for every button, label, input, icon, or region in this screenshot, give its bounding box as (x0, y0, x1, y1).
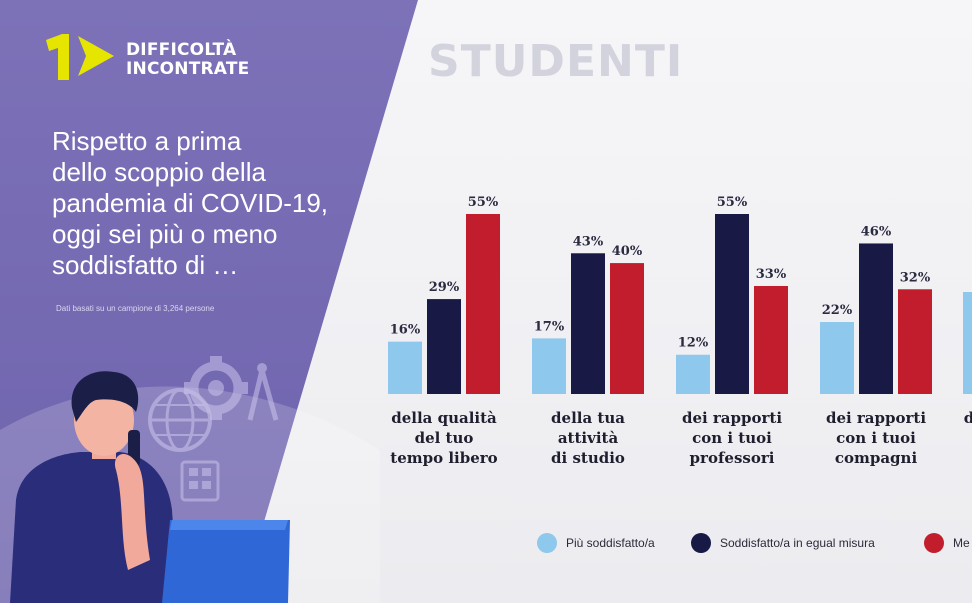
value-label-g1-s0: 17% (534, 319, 565, 334)
bar-g3-s0 (820, 322, 854, 394)
question-line-2: dello scoppio della (52, 157, 266, 187)
category-label-1-line-2: di studio (551, 449, 625, 467)
bar-g3-s2 (898, 289, 932, 394)
value-label-g1-s1: 43% (573, 234, 604, 249)
bar-g1-s1 (571, 253, 605, 394)
brand-line-2: INCONTRATE (126, 59, 250, 79)
legend-label-egual: Soddisfatto/a in egual misura (720, 536, 875, 550)
value-label-g2-s1: 55% (717, 195, 748, 210)
legend-swatch-navy (691, 533, 711, 553)
section-title: STUDENTI (428, 36, 684, 87)
sample-note: Dati basati su un campione di 3,264 pers… (56, 304, 215, 313)
legend-item-piu: Più soddisfatto/a (537, 533, 655, 553)
compass-icon (247, 363, 279, 421)
category-label-0-line-0: della qualità (391, 409, 497, 427)
legend-swatch-light-blue (537, 533, 557, 553)
category-label-3-line-1: con i tuoi (836, 429, 916, 447)
category-label-2-line-1: con i tuoi (692, 429, 772, 447)
legend-label-meno: Me (953, 536, 970, 550)
bar-g4-s0 (963, 292, 972, 394)
bar-g0-s0 (388, 341, 422, 394)
person-icon (10, 371, 290, 603)
category-label-3-line-0: dei rapporti (825, 409, 927, 427)
category-label-4-line-0: d (963, 409, 972, 427)
logo-icon (46, 34, 114, 80)
bar-g0-s2 (466, 214, 500, 394)
legend-label-piu: Più soddisfatto/a (566, 536, 655, 550)
globe-icon (148, 388, 212, 452)
category-label-0-line-2: tempo libero (390, 449, 498, 467)
category-label-1-line-0: della tua (551, 409, 625, 427)
question-line-1: Rispetto a prima (52, 126, 242, 156)
category-label-1-line-1: attività (557, 429, 619, 447)
value-label-g0-s1: 29% (429, 280, 460, 295)
legend-item-egual: Soddisfatto/a in egual misura (691, 533, 875, 553)
bar-g2-s0 (676, 354, 710, 394)
value-label-g2-s0: 12% (678, 336, 709, 351)
value-label-g3-s2: 32% (900, 270, 931, 285)
survey-question: Rispetto a prima dello scoppio della pan… (52, 126, 382, 281)
calculator-icon (180, 460, 220, 502)
value-label-g1-s2: 40% (612, 244, 643, 259)
value-label-g2-s2: 33% (756, 267, 787, 282)
bar-g2-s2 (754, 286, 788, 394)
brand-line-1: DIFFICOLTÀ (126, 40, 237, 60)
question-line-3: pandemia di COVID-19, (52, 188, 329, 218)
bar-g0-s1 (427, 299, 461, 394)
category-label-1: della tua attività di studio (518, 408, 658, 468)
question-line-5: soddisfatto di … (52, 250, 239, 280)
bar-g1-s0 (532, 338, 566, 394)
category-label-2-line-0: dei rapporti (681, 409, 783, 427)
value-label-g3-s1: 46% (861, 224, 892, 239)
category-label-3: dei rapporti con i tuoi compagni (806, 408, 946, 468)
bars-layer (388, 214, 972, 394)
legend-item-meno: Me (924, 533, 970, 553)
bar-g1-s2 (610, 263, 644, 394)
brand-title: DIFFICOLTÀ INCONTRATE (126, 41, 249, 79)
category-label-2: dei rapporti con i tuoi professori (662, 408, 802, 468)
value-label-g0-s0: 16% (390, 323, 421, 338)
legend-swatch-red (924, 533, 944, 553)
category-label-3-line-2: compagni (834, 449, 918, 467)
value-labels-layer: 16%29%55%17%43%40%12%55%33%22%46%32%3 (390, 195, 931, 351)
value-label-g3-s0: 22% (822, 303, 853, 318)
category-label-0: della qualità del tuo tempo libero (374, 408, 514, 468)
category-label-4: d (899, 408, 972, 428)
value-label-g0-s2: 55% (468, 195, 499, 210)
category-label-2-line-2: professori (689, 449, 775, 467)
gear-icon (184, 356, 248, 420)
category-label-0-line-1: del tuo (414, 429, 474, 447)
question-line-4: oggi sei più o meno (52, 219, 278, 249)
bar-g3-s1 (859, 243, 893, 394)
bar-g2-s1 (715, 214, 749, 394)
